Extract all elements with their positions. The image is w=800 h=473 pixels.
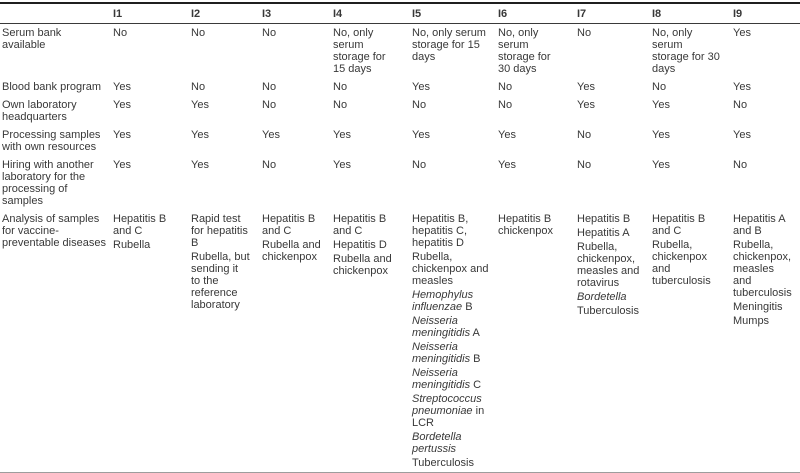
table-cell: Yes <box>733 81 751 93</box>
table-cell: Yes <box>333 159 351 171</box>
table-cell: Yes <box>191 99 209 111</box>
table-cell: No, only serum storage for 15 days <box>333 27 386 75</box>
column-header-i2: I2 <box>191 3 262 24</box>
column-header-i5: I5 <box>412 3 498 24</box>
table-cell: Yes <box>733 27 751 39</box>
table-cell: Yes <box>113 159 131 171</box>
table-cell: No, only serum storage for 15 days <box>412 27 486 63</box>
column-header-i8: I8 <box>652 3 733 24</box>
column-header-i3: I3 <box>262 3 333 24</box>
table-cell: Yes <box>191 129 209 141</box>
table-cell: Hepatitis B and C Hepatitis D Rubella and … <box>333 213 392 277</box>
table-cell: Yes <box>333 129 351 141</box>
row-processing-samples: Processing samples with own resources Ye… <box>0 126 800 156</box>
table-cell: No <box>577 159 592 171</box>
table-cell: No <box>113 27 128 39</box>
table-cell: No <box>333 99 348 111</box>
table-cell: Hepatitis B and C Rubella <box>113 213 167 251</box>
table-cell: No <box>733 99 748 111</box>
table-cell: No <box>412 99 427 111</box>
table-cell: No <box>262 27 277 39</box>
table-cell: No <box>577 27 592 39</box>
table-cell: No <box>498 81 513 93</box>
table-cell: Yes <box>113 99 131 111</box>
column-header-i4: I4 <box>333 3 412 24</box>
row-analysis-diseases: Analysis of samples for vaccine-preventa… <box>0 210 800 473</box>
table-cell: Yes <box>113 81 131 93</box>
table-cell: Yes <box>498 159 516 171</box>
table-cell: No <box>262 81 277 93</box>
table-cell: Hepatitis B chickenpox <box>498 213 554 237</box>
table-cell: No <box>333 81 348 93</box>
table-cell: No <box>733 159 748 171</box>
table-cell: No, only serum storage for 30 days <box>498 27 551 75</box>
table-cell: Yes <box>412 129 430 141</box>
table-cell: No <box>412 159 427 171</box>
table-cell: No <box>191 27 206 39</box>
table-cell: No, only serum storage for 30 days <box>652 27 720 75</box>
table-cell: Yes <box>113 129 131 141</box>
row-label: Analysis of samples for vaccine-preventa… <box>2 213 106 249</box>
table-cell: No <box>262 159 277 171</box>
table-cell: Yes <box>652 129 670 141</box>
table-cell: Yes <box>577 81 595 93</box>
corner-cell <box>0 3 113 24</box>
column-header-i6: I6 <box>498 3 577 24</box>
table-cell: Rapid test for hepatitis B Rubella, but s… <box>191 213 250 311</box>
table-cell: Yes <box>652 99 670 111</box>
table-cell: Hepatitis B and C Rubella and chickenpox <box>262 213 321 263</box>
table-cell: Hepatitis B and C Rubella, chickenpox and… <box>652 213 711 287</box>
table-cell: Yes <box>652 159 670 171</box>
table-cell: Hepatitis B, hepatitis C, hepatitis D Rub… <box>412 213 489 469</box>
row-label: Processing samples with own resources <box>2 129 101 153</box>
row-serum-bank: Serum bank available No No No No, only s… <box>0 24 800 79</box>
table-cell: No <box>652 81 667 93</box>
row-label: Own laboratory headquarters <box>2 99 77 123</box>
header-row: I1 I2 I3 I4 I5 I6 I7 I8 I9 <box>0 3 800 24</box>
table-cell: Yes <box>498 129 516 141</box>
table-cell: No <box>262 99 277 111</box>
table-cell: Yes <box>577 99 595 111</box>
table-cell: No <box>577 129 592 141</box>
column-header-i9: I9 <box>733 3 800 24</box>
row-blood-bank: Blood bank program Yes No No No Yes No Y… <box>0 78 800 96</box>
column-header-i7: I7 <box>577 3 652 24</box>
table-cell: Yes <box>262 129 280 141</box>
table-cell: Hepatitis A and B Rubella, chickenpox, me… <box>733 213 792 327</box>
row-label: Serum bank available <box>2 27 62 51</box>
column-header-i1: I1 <box>113 3 191 24</box>
table-cell: Yes <box>733 129 751 141</box>
table-cell: No <box>498 99 513 111</box>
table-cell: No <box>191 81 206 93</box>
row-hiring-laboratory: Hiring with another laboratory for the p… <box>0 156 800 210</box>
row-label: Blood bank program <box>2 81 102 93</box>
table-cell: Yes <box>412 81 430 93</box>
row-own-laboratory: Own laboratory headquarters Yes Yes No N… <box>0 96 800 126</box>
table-cell: Hepatitis B Hepatitis A Rubella, chickenpo… <box>577 213 640 317</box>
table-cell: Yes <box>191 159 209 171</box>
row-label: Hiring with another laboratory for the p… <box>2 159 94 207</box>
